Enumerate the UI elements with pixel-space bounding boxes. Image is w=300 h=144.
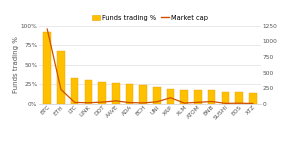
Bar (112, 83, 119, 104)
Bar (71, 78, 78, 104)
Bar (44, 32, 51, 104)
Bar (153, 87, 160, 104)
Bar (194, 90, 202, 104)
Bar (222, 92, 229, 104)
Bar (181, 90, 188, 104)
Legend: Funds trading %, Market cap: Funds trading %, Market cap (89, 12, 211, 23)
Bar (98, 82, 106, 104)
Bar (167, 89, 174, 104)
Bar (249, 93, 256, 104)
Bar (208, 90, 215, 104)
Bar (126, 84, 133, 104)
Bar (57, 51, 65, 104)
Y-axis label: Funds trading %: Funds trading % (13, 36, 19, 93)
Bar (85, 80, 92, 104)
Bar (140, 85, 147, 104)
Bar (235, 92, 243, 104)
